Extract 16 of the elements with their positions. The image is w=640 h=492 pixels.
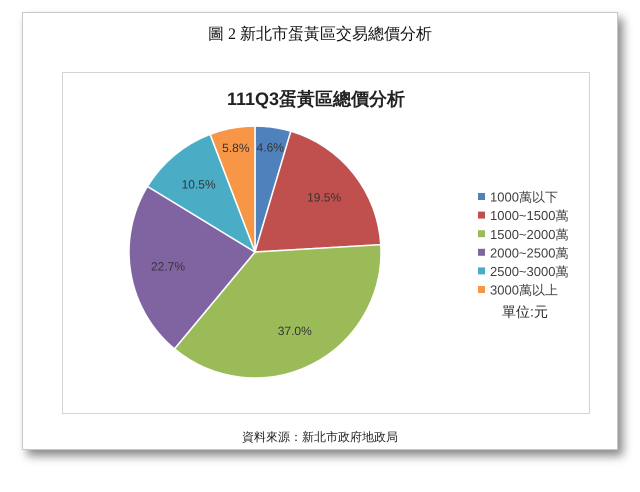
data-label: 37.0%: [278, 324, 312, 338]
legend-label: 2000~2500萬: [490, 245, 568, 260]
legend-label: 2500~3000萬: [490, 264, 568, 279]
data-label: 22.7%: [150, 260, 186, 274]
source-note: 資料來源：新北市政府地政局: [242, 430, 398, 444]
legend-label: 1500~2000萬: [490, 226, 568, 242]
data-label: 10.5%: [182, 177, 216, 192]
legend-label: 1000萬以下: [490, 190, 558, 205]
data-label: 5.8%: [222, 141, 250, 156]
data-label: 4.6%: [256, 140, 284, 154]
text: 單位:元: [502, 304, 548, 320]
chart-title: 圖 2 新北市蛋黃區交易總價分析: [208, 25, 432, 43]
legend-label: 1000~1500萬: [490, 208, 568, 224]
data-label: 19.5%: [307, 190, 342, 204]
chart-subtitle: 111Q3蛋黃區總價分析: [226, 89, 406, 109]
legend-label: 3000萬以上: [490, 282, 558, 298]
